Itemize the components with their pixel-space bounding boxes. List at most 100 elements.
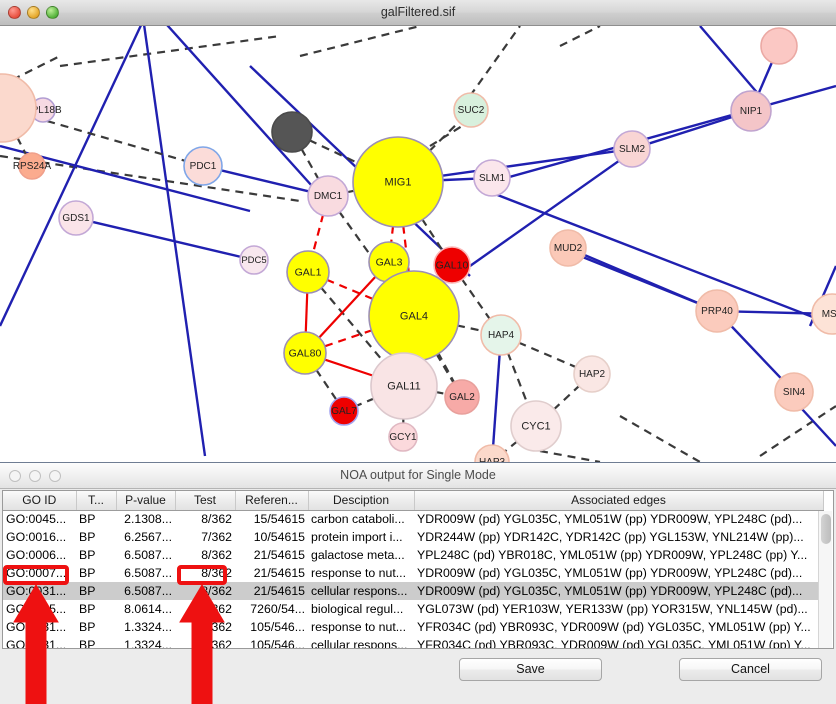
table-row[interactable]: GO:0031... BP 1.3324... 11/362 105/546... cel…	[3, 636, 823, 648]
column-header-test[interactable]: Test	[175, 491, 236, 511]
network-node-sin4[interactable]: SIN4	[774, 372, 814, 412]
node-circle[interactable]	[573, 355, 611, 393]
column-header-go-id[interactable]: GO ID	[3, 491, 77, 511]
column-header-reference[interactable]: Referen...	[235, 491, 309, 511]
edge-gal10-hap4[interactable]	[460, 278, 492, 321]
edge-slm2-nip1[interactable]	[647, 115, 734, 145]
node-circle[interactable]	[388, 422, 418, 452]
node-circle[interactable]	[760, 27, 798, 65]
edge-greyhub-dmc1[interactable]	[300, 148, 320, 180]
node-circle[interactable]	[695, 289, 739, 333]
node-circle[interactable]	[307, 175, 349, 217]
cancel-button[interactable]: Cancel	[679, 658, 822, 681]
network-node-gal2[interactable]: GAL2	[444, 379, 480, 415]
network-node-hap2[interactable]: HAP2	[573, 355, 611, 393]
scrollbar-thumb[interactable]	[821, 514, 831, 544]
edge-mig1-gal10[interactable]	[421, 218, 444, 252]
edge-gal4-gal2[interactable]	[435, 353, 455, 384]
network-graph[interactable]: RPL18B RPS24A GDS1 PDC1 PDC5 DMC1 SUC2 MIG1 SLM1…	[0, 26, 836, 462]
noa-results-table[interactable]: GO ID T... P-value Test Referen... Desci…	[3, 491, 824, 648]
network-node-slm2[interactable]: SLM2	[613, 130, 651, 168]
node-circle[interactable]	[730, 90, 772, 132]
edge-greyhub-mig1[interactable]	[308, 139, 359, 165]
network-node-rpl18b[interactable]: RPL18B	[24, 97, 62, 123]
edge-gal11-gal7[interactable]	[355, 397, 375, 408]
column-header-desciption[interactable]: Desciption	[308, 491, 415, 511]
node-circle[interactable]	[286, 250, 330, 294]
network-node-gal7[interactable]: GAL7	[329, 396, 359, 426]
network-node-nip1[interactable]: NIP1	[730, 90, 772, 132]
network-node-pdc5[interactable]: PDC5	[239, 245, 269, 275]
edge-gal1-gal80[interactable]	[304, 291, 309, 334]
node-circle[interactable]	[370, 352, 438, 420]
table-row[interactable]: GO:0065... BP 8.0614... 94/362 7260/54... bio…	[3, 600, 823, 618]
network-node-gds1[interactable]: GDS1	[58, 200, 94, 236]
results-table-container[interactable]: GO ID T... P-value Test Referen... Desci…	[2, 490, 834, 649]
edge-dmc1-gal1[interactable]	[312, 214, 325, 253]
network-node-gal80[interactable]: GAL80	[283, 331, 327, 375]
table-row[interactable]: GO:0031... BP 1.3324... 11/362 105/546... res…	[3, 618, 823, 636]
edge-mud2-prp40[interactable]	[583, 253, 700, 305]
dialog-zoom-button[interactable]	[49, 470, 61, 482]
edge-gal1-gal11[interactable]	[320, 286, 385, 363]
save-button[interactable]: Save	[459, 658, 602, 681]
edge-gal1-gal4[interactable]	[326, 278, 374, 301]
column-header-type[interactable]: T...	[76, 491, 117, 511]
node-circle[interactable]	[18, 152, 46, 180]
network-node-msl[interactable]: MSL	[811, 293, 836, 335]
dialog-close-button[interactable]	[9, 470, 21, 482]
node-circle[interactable]	[444, 379, 480, 415]
network-node-dmc1[interactable]: DMC1	[307, 175, 349, 217]
table-row[interactable]: GO:0006... BP 6.5087... 8/362 21/54615 galact…	[3, 546, 823, 564]
edge-prp40-sin4[interactable]	[729, 324, 783, 380]
table-row[interactable]: GO:0016... BP 6.2567... 7/362 10/54615 protei…	[3, 528, 823, 546]
node-circle[interactable]	[352, 136, 444, 228]
table-row[interactable]: GO:0045... BP 2.1308... 8/362 15/54615 carbon…	[3, 510, 823, 528]
network-node-gcy1[interactable]: GCY1	[388, 422, 418, 452]
edge-cyc1-hap2[interactable]	[552, 384, 581, 411]
node-circle[interactable]	[271, 111, 313, 153]
node-circle[interactable]	[453, 92, 489, 128]
close-button[interactable]	[8, 6, 21, 19]
network-node-mig1[interactable]: MIG1	[352, 136, 444, 228]
network-node-pdc1[interactable]: PDC1	[183, 146, 223, 186]
node-circle[interactable]	[183, 146, 223, 186]
network-node-gal4[interactable]: GAL4	[368, 270, 460, 362]
network-node-mud2[interactable]: MUD2	[549, 229, 587, 267]
node-circle[interactable]	[473, 159, 511, 197]
minimize-button[interactable]	[27, 6, 40, 19]
edge-hap4-hap3[interactable]	[491, 353, 501, 447]
edge-hap4-cyc1[interactable]	[506, 352, 529, 404]
column-header-associated-edges[interactable]: Associated edges	[414, 491, 824, 511]
edge-mig1-slm1[interactable]	[441, 177, 476, 182]
node-circle[interactable]	[329, 396, 359, 426]
network-node-prp40[interactable]: PRP40	[695, 289, 739, 333]
table-row[interactable]: GO:0007... BP 6.5087... 8/362 21/54615 respon…	[3, 564, 823, 582]
node-circle[interactable]	[549, 229, 587, 267]
network-node-rps24a[interactable]: RPS24A	[13, 152, 52, 180]
node-circle[interactable]	[474, 444, 510, 462]
edge-gal80-gal11[interactable]	[323, 358, 374, 377]
network-node-bigpink[interactable]	[0, 73, 37, 143]
edge-bigpink-rps24a[interactable]	[16, 136, 28, 156]
table-body[interactable]: GO:0045... BP 2.1308... 8/362 15/54615 carbon…	[3, 510, 823, 648]
network-node-hap3[interactable]: HAP3	[474, 444, 510, 462]
network-canvas[interactable]: RPL18B RPS24A GDS1 PDC1 PDC5 DMC1 SUC2 MIG1 SLM1…	[0, 26, 836, 462]
edge-prp40-msl[interactable]	[736, 310, 814, 315]
dialog-minimize-button[interactable]	[29, 470, 41, 482]
node-circle[interactable]	[613, 130, 651, 168]
edge-mig1-suc2[interactable]	[428, 120, 461, 152]
node-circle[interactable]	[774, 372, 814, 412]
network-node-suc2[interactable]: SUC2	[453, 92, 489, 128]
network-node-gal10[interactable]: GAL10	[433, 246, 471, 284]
node-circle[interactable]	[510, 400, 562, 452]
column-header-p-value[interactable]: P-value	[116, 491, 176, 511]
zoom-button[interactable]	[46, 6, 59, 19]
edge-mig1-gal3[interactable]	[390, 225, 395, 244]
node-circle[interactable]	[811, 293, 836, 335]
edge-cyc1-hap3[interactable]	[503, 440, 519, 453]
node-circle[interactable]	[480, 314, 522, 356]
network-node-slm1[interactable]: SLM1	[473, 159, 511, 197]
edge-mig1-slm2[interactable]	[441, 150, 616, 178]
network-node-gal11[interactable]: GAL11	[370, 352, 438, 420]
